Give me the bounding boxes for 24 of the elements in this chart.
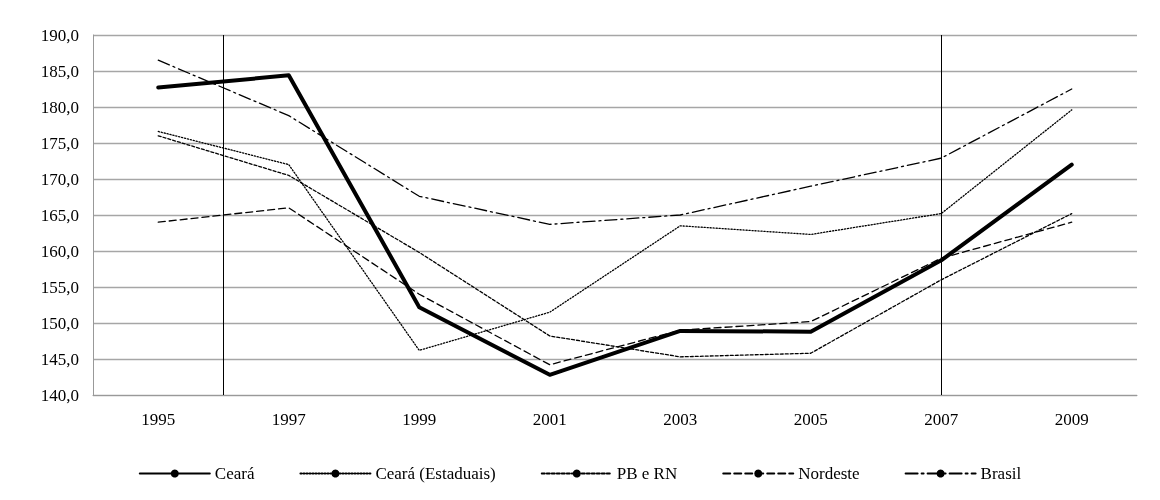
y-tick-label: 185,0 <box>40 61 79 81</box>
legend-label: Nordeste <box>798 464 860 483</box>
y-tick-label: 170,0 <box>40 169 79 189</box>
y-tick-label: 175,0 <box>40 133 79 153</box>
legend-label: Ceará <box>214 464 255 483</box>
y-tick-label: 150,0 <box>40 313 79 333</box>
x-tick-label: 2005 <box>793 410 828 429</box>
legend-label: Ceará (Estaduais) <box>375 464 496 483</box>
x-tick-label: 1995 <box>141 410 176 429</box>
x-tick-label: 2007 <box>924 410 959 429</box>
y-tick-label: 145,0 <box>40 349 79 369</box>
x-tick-label: 2003 <box>663 410 698 429</box>
y-tick-label: 160,0 <box>40 241 79 261</box>
x-tick-label: 1999 <box>402 410 437 429</box>
y-tick-label: 140,0 <box>40 385 79 405</box>
y-tick-label: 165,0 <box>40 205 79 225</box>
x-tick-label: 1997 <box>271 410 307 429</box>
y-tick-label: 180,0 <box>40 97 79 117</box>
legend-label: PB e RN <box>616 464 678 483</box>
legend-label: Brasil <box>980 464 1022 483</box>
x-tick-label: 2001 <box>532 410 567 429</box>
x-tick-label: 2009 <box>1054 410 1089 429</box>
y-tick-label: 155,0 <box>40 277 79 297</box>
y-tick-label: 190,0 <box>40 25 79 45</box>
